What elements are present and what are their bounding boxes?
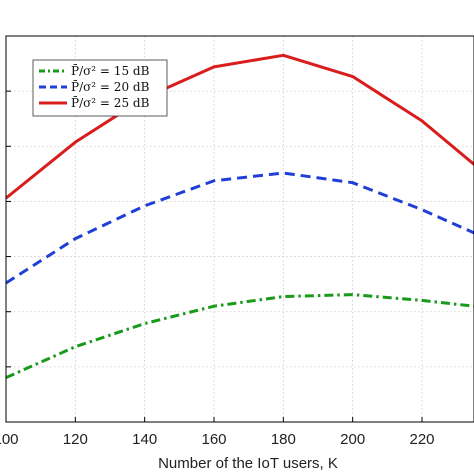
x-axis-title: Number of the IoT users, K [158,455,338,472]
x-tick-label: 140 [132,431,157,448]
plot-frame [5,35,474,423]
legend-label-2: P̄/σ² = 20 dB [71,79,150,94]
x-tick-label: 220 [409,431,434,448]
series-line-1 [6,293,474,379]
x-tick-label: 160 [201,431,226,448]
legend-label-3: P̄/σ² = 25 dB [71,95,150,110]
series-line-3 [6,53,474,200]
x-tick-label: 100 [0,431,19,448]
x-tick-label: 120 [63,431,88,448]
x-tick-label: 180 [271,431,296,448]
legend-label-1: P̄/σ² = 15 dB [71,63,150,78]
series-line-2 [6,171,474,285]
series-layer [6,53,474,379]
x-ticks: 100 120 140 160 180 200 220 [0,417,435,448]
x-tick-label: 200 [340,431,365,448]
legend: P̄/σ² = 15 dBP̄/σ² = 20 dBP̄/σ² = 25 dB [32,59,168,117]
